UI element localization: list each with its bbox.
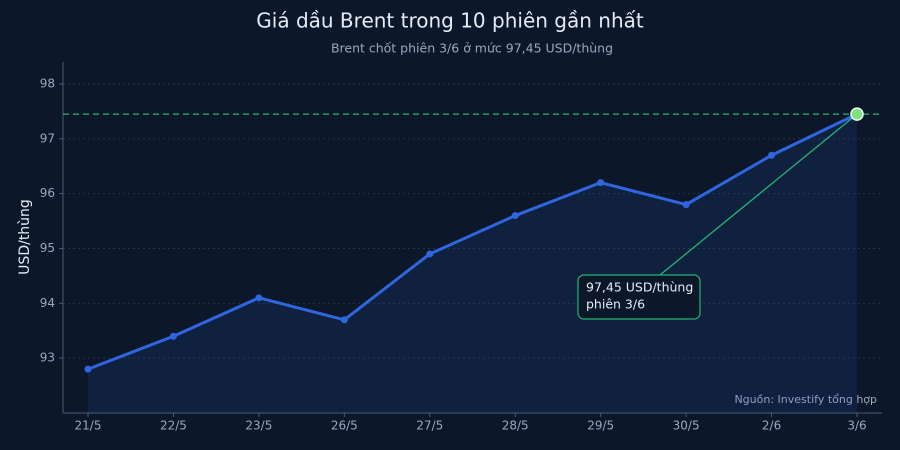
point [426, 250, 434, 258]
x-tick-label: 3/6 [847, 419, 866, 433]
annotation-connector [659, 113, 858, 276]
annotation-text: 97,45 USD/thùng [586, 280, 693, 295]
y-tick-label: 95 [40, 241, 55, 255]
x-tick-label: 21/5 [75, 419, 102, 433]
point [84, 365, 92, 373]
x-tick-label: 22/5 [160, 419, 187, 433]
y-tick-label: 94 [40, 296, 55, 310]
point [255, 294, 263, 302]
y-axis-label: USD/thùng [17, 199, 33, 275]
point [340, 316, 348, 324]
x-tick-label: 29/5 [587, 419, 614, 433]
point [768, 151, 776, 159]
y-tick-label: 98 [40, 76, 55, 90]
x-tick-label: 27/5 [416, 419, 443, 433]
source-note: Nguồn: Investify tổng hợp [734, 393, 877, 406]
y-tick-label: 96 [40, 186, 55, 200]
point [169, 332, 177, 340]
x-tick-label: 30/5 [673, 419, 700, 433]
x-tick-label: 28/5 [502, 419, 529, 433]
annotation-text: phiên 3/6 [586, 297, 645, 312]
annotation-box [577, 274, 701, 320]
point [511, 212, 519, 220]
chart-subtitle: Brent chốt phiên 3/6 ở mức 97,45 USD/thù… [331, 41, 613, 56]
x-tick-label: 26/5 [331, 419, 358, 433]
highlight-point [850, 107, 864, 121]
point [682, 201, 690, 209]
x-tick-label: 2/6 [762, 419, 781, 433]
point [597, 179, 605, 187]
area [88, 114, 857, 413]
x-tick-label: 23/5 [245, 419, 272, 433]
line [87, 112, 858, 371]
y-tick-label: 93 [40, 351, 55, 365]
chart-title: Giá dầu Brent trong 10 phiên gần nhất [256, 9, 644, 33]
y-tick-label: 97 [40, 131, 55, 145]
